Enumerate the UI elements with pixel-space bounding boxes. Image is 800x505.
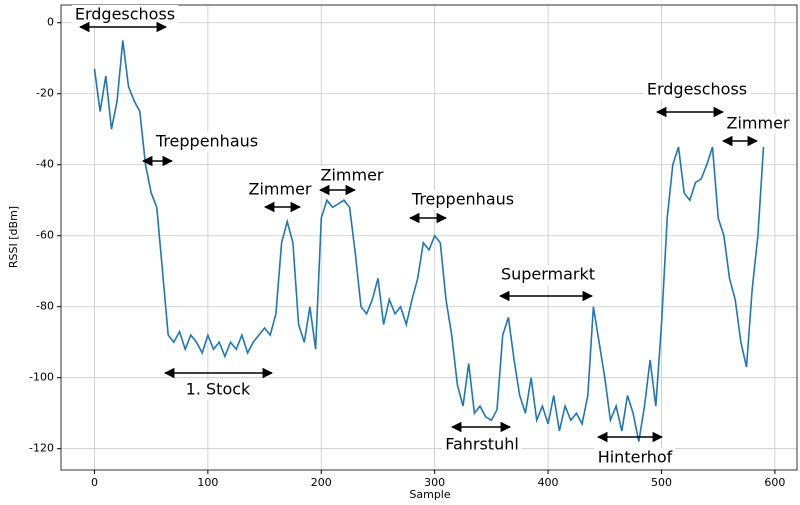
y-tick-label: -100	[29, 371, 54, 384]
annotation: Erdgeschoss	[75, 5, 175, 24]
x-tick-label: 200	[311, 476, 332, 489]
annotation: Zimmer	[249, 180, 312, 199]
y-tick-label: -120	[29, 442, 54, 455]
annotation-bg	[723, 114, 793, 134]
annotation: Treppenhaus	[411, 190, 514, 209]
y-tick-label: 0	[47, 16, 54, 29]
annotation-bg	[408, 190, 518, 210]
annotation: Treppenhaus	[155, 132, 258, 151]
y-tick-label: -60	[36, 229, 54, 242]
x-tick-label: 100	[197, 476, 218, 489]
data-line	[93, 40, 765, 442]
x-tick-label: 600	[764, 476, 785, 489]
annotation: Erdgeschoss	[647, 80, 747, 99]
x-axis-label: Sample	[409, 488, 450, 501]
annotation: Zimmer	[727, 114, 790, 133]
y-axis-label: RSSI [dBm]	[7, 206, 20, 268]
x-tick-label: 0	[91, 476, 98, 489]
annotation-bg	[594, 448, 676, 468]
annotation: Zimmer	[321, 166, 384, 185]
y-tick-label: -20	[36, 87, 54, 100]
annotation: Fahrstuhl	[445, 435, 519, 454]
annotation-bg	[442, 435, 522, 455]
annotation-bg	[182, 380, 254, 400]
annotation-bg	[152, 132, 262, 152]
y-tick-label: -40	[36, 158, 54, 171]
plot-frame	[60, 4, 798, 471]
annotation-bg	[71, 5, 179, 25]
y-tick-label: -80	[36, 300, 54, 313]
annotation-bg	[317, 166, 387, 186]
annotation: Hinterhof	[598, 448, 673, 467]
annotation: Supermarkt	[501, 265, 595, 284]
annotation-bg	[245, 180, 315, 200]
annotation-bg	[497, 265, 599, 285]
annotation-bg	[643, 80, 751, 100]
x-tick-label: 400	[538, 476, 559, 489]
annotation: 1. Stock	[186, 380, 251, 399]
x-tick-label: 500	[651, 476, 672, 489]
x-tick-label: 300	[424, 476, 445, 489]
